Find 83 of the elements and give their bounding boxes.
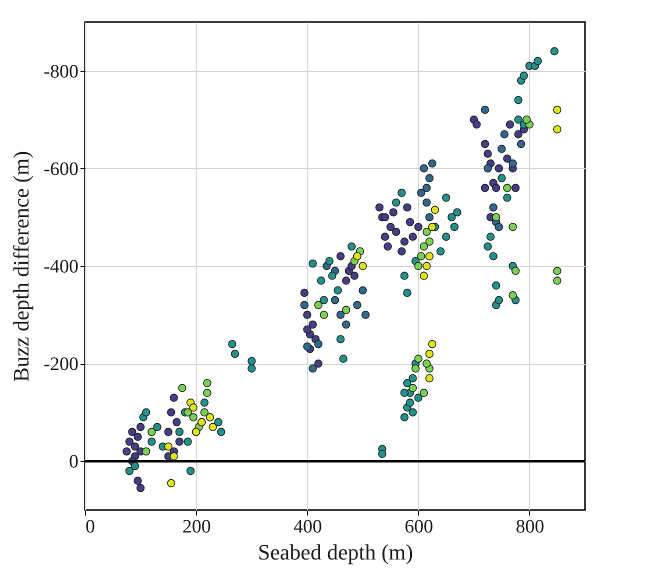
point (170, 452, 178, 460)
y-tick-label: -200 (44, 354, 78, 376)
point (553, 125, 562, 134)
point (420, 164, 428, 172)
y-axis-title: Buzz depth difference (m) (8, 150, 34, 382)
point (414, 262, 422, 270)
point (206, 413, 214, 422)
y-tick-label: -800 (44, 61, 78, 82)
point (414, 354, 422, 363)
y-tick-label: 0 (69, 452, 78, 473)
point (422, 198, 431, 207)
point (428, 340, 436, 348)
point (148, 428, 156, 436)
point (189, 413, 198, 422)
point (425, 174, 434, 182)
point (425, 238, 434, 246)
point (164, 442, 172, 451)
point (553, 106, 562, 114)
point (428, 159, 436, 168)
x-tick-label: 0 (86, 516, 95, 538)
point (142, 447, 150, 456)
point (484, 164, 492, 172)
point (417, 188, 426, 197)
point (411, 364, 420, 373)
point (408, 384, 417, 392)
point (417, 252, 426, 260)
point (336, 310, 345, 319)
x-tick-label: 400 (293, 516, 322, 538)
point (425, 252, 434, 260)
x-tick-label: 600 (404, 516, 434, 538)
point (508, 159, 517, 168)
point (425, 350, 434, 358)
y-tick-label: -400 (44, 256, 78, 278)
point (208, 422, 217, 432)
x-axis-title: Seabed depth (m) (258, 540, 414, 564)
point (498, 144, 506, 153)
point (303, 342, 312, 351)
point (511, 266, 520, 275)
point (425, 213, 434, 222)
point (189, 403, 198, 412)
point (167, 479, 176, 488)
point (314, 300, 322, 310)
point (428, 222, 436, 232)
point (500, 130, 509, 138)
point (425, 374, 434, 382)
point (422, 262, 431, 270)
point (553, 276, 562, 285)
point (480, 106, 490, 114)
point (308, 364, 317, 373)
point (508, 222, 517, 232)
point (420, 272, 428, 280)
x-tick-label: 800 (516, 516, 544, 538)
point (553, 266, 562, 275)
point (430, 206, 440, 214)
point (489, 203, 498, 212)
point (361, 310, 370, 319)
point (422, 184, 431, 192)
point (342, 320, 350, 329)
point (300, 300, 309, 310)
point (200, 408, 209, 416)
point (422, 360, 431, 368)
point (314, 340, 322, 348)
point (342, 306, 350, 314)
point (178, 384, 186, 392)
point (203, 388, 212, 397)
point (330, 296, 340, 304)
point (492, 213, 500, 222)
point (184, 408, 192, 416)
x-tick-label: 200 (182, 516, 211, 538)
point (420, 388, 428, 397)
point (353, 300, 362, 310)
point (358, 286, 367, 294)
point (503, 184, 512, 192)
point (422, 228, 431, 236)
point (420, 242, 428, 251)
point (203, 379, 212, 388)
point (494, 222, 503, 232)
point (508, 291, 517, 300)
point (320, 310, 328, 319)
point (517, 140, 526, 148)
point (358, 262, 367, 270)
y-tick-label: -600 (44, 158, 78, 180)
point (522, 116, 531, 124)
